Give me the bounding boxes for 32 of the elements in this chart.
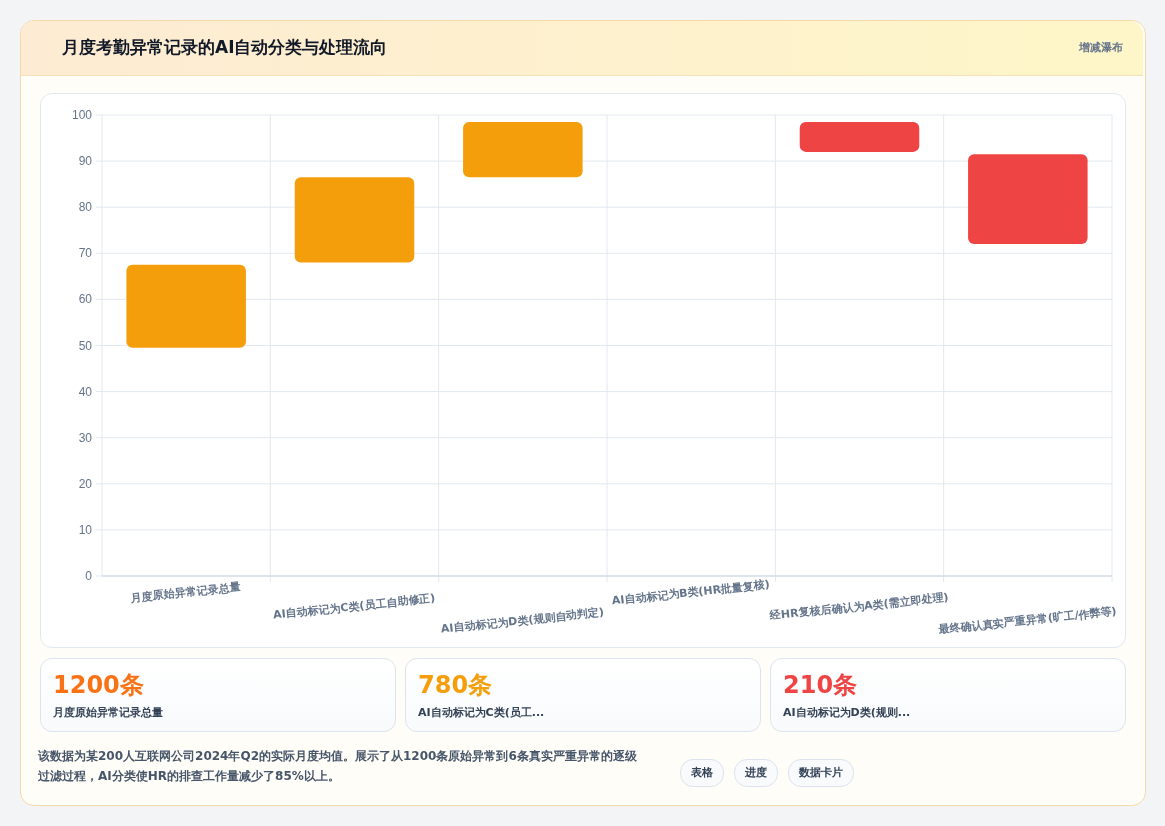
- bar: [463, 121, 583, 178]
- x-tick-label: AI自动标记为B类(HR批量复核): [611, 577, 771, 608]
- text: 数据卡片: [788, 759, 854, 787]
- bar: [294, 177, 415, 263]
- chart-title: 月度考勤异常记录的AI自动分类与处理流向: [62, 36, 388, 59]
- text: AI自动标记为D类(规则...: [783, 705, 911, 720]
- text: 该数据为某200人互联网公司2024年Q2的实际月度均值。展示了从1200条原始异常到6条真实严重异常的逐级过滤过程，AI分类使HR的排查工作量减少了85%以上。: [38, 748, 638, 785]
- y-tick-label: 50: [78, 338, 93, 353]
- y-tick-label: 80: [78, 200, 93, 215]
- text: 月度原始异常记录总量: [53, 705, 163, 720]
- y-tick-label: 20: [78, 476, 93, 491]
- y-tick-label: 0: [85, 569, 93, 583]
- bar: [799, 121, 920, 152]
- x-tick-label: AI自动标记为D类(规则自动判定): [440, 605, 605, 636]
- x-tick-label: AI自动标记为C类(员工自助修正): [272, 591, 436, 622]
- text: 进度: [734, 759, 778, 787]
- y-tick-label: 30: [78, 430, 93, 445]
- text: 1200条: [53, 670, 144, 701]
- y-tick-label: 60: [78, 292, 93, 307]
- text: 210条: [783, 670, 858, 701]
- y-tick-label: 70: [78, 246, 93, 261]
- bar: [126, 264, 246, 348]
- text: 表格: [680, 759, 724, 787]
- y-tick-label: 40: [78, 384, 93, 399]
- bar: [968, 154, 1088, 245]
- text: 780条: [418, 670, 493, 701]
- y-tick-label: 90: [78, 154, 93, 169]
- text: AI自动标记为C类(员工...: [418, 705, 545, 720]
- chart-subtitle: 增减瀑布: [1079, 40, 1123, 55]
- x-tick-label: 月度原始异常记录总量: [129, 580, 242, 605]
- y-tick-label: 100: [71, 108, 93, 122]
- y-tick-label: 10: [78, 522, 93, 537]
